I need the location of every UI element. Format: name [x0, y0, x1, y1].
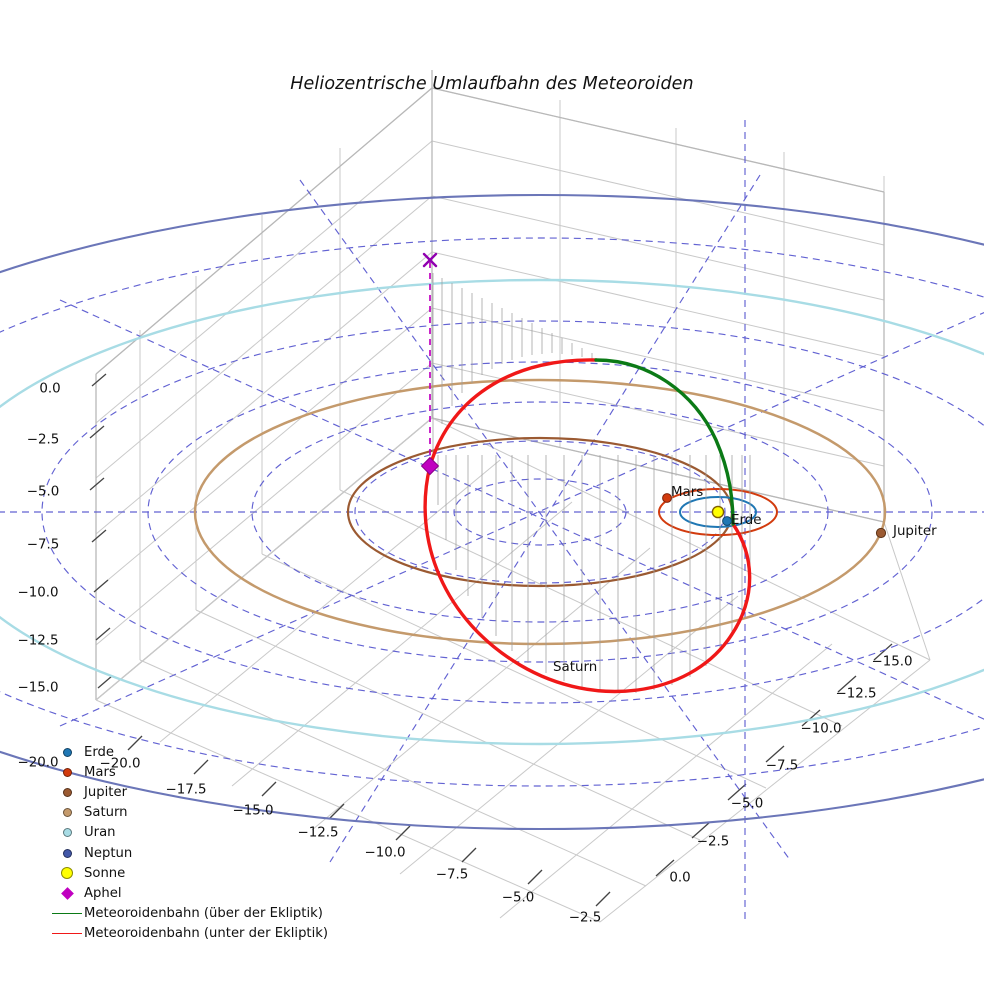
orbit-uran [0, 278, 984, 746]
orbit-erde [679, 496, 757, 528]
legend-item-label: Saturn [84, 805, 128, 821]
mars-label: Mars [671, 485, 704, 500]
x-axis-tick-label: −17.5 [165, 782, 207, 798]
legend-dot-swatch-icon [50, 848, 84, 858]
y-axis-tick-label: −10.0 [800, 721, 842, 737]
circle-icon [62, 808, 72, 818]
y-axis-tick-label: −5.0 [730, 796, 764, 812]
z-axis-tick-label: −2.5 [26, 432, 60, 448]
x-axis-tick-label: −10.0 [364, 845, 406, 861]
jupiter-label: Jupiter [893, 524, 937, 539]
orbit-saturn [193, 378, 887, 646]
x-axis-tick-label: −15.0 [232, 803, 274, 819]
legend-item-mars[interactable]: Mars [50, 762, 350, 782]
legend-item-label: Jupiter [84, 784, 127, 800]
y-axis-ticks [655, 643, 893, 877]
y-axis-tick-label: 0.0 [669, 870, 691, 886]
mars-marker [662, 493, 672, 503]
floor-grid [95, 417, 931, 923]
legend-line-swatch-icon [50, 913, 84, 915]
legend-item-saturn[interactable]: Saturn [50, 803, 350, 823]
y-axis-tick-label: −12.5 [835, 686, 877, 702]
legend-item-label: Sonne [84, 865, 126, 881]
orbit-mars [658, 488, 778, 536]
legend-item-sonne[interactable]: Sonne [50, 863, 350, 883]
z-axis-tick-label: −10.0 [17, 585, 59, 601]
erde-label: Erde [731, 513, 762, 528]
z-axis-ticks [89, 373, 113, 689]
legend-dot-swatch-icon [50, 808, 84, 818]
jupiter-marker [875, 527, 887, 539]
legend-dot-swatch-icon [50, 867, 84, 880]
circle-icon [62, 787, 72, 797]
aphel-top-x-icon [422, 252, 438, 268]
diamond-icon [60, 887, 74, 900]
legend-dot-swatch-icon [50, 767, 84, 777]
plot-title: Heliozentrische Umlaufbahn des Meteoroid… [290, 74, 694, 94]
legend-diamond-swatch-icon [50, 887, 84, 900]
erde-marker [722, 516, 732, 526]
sonne-marker [711, 505, 725, 519]
saturn-label: Saturn [553, 660, 598, 675]
legend-item-aphel[interactable]: Aphel [50, 883, 350, 903]
y-axis-tick-label: −7.5 [765, 758, 799, 774]
legend-dot-swatch-icon [50, 747, 84, 757]
x-axis-tick-label: −12.5 [297, 825, 339, 841]
z-axis-tick-label: −20.0 [17, 755, 59, 771]
x-axis-ticks [127, 735, 611, 907]
z-axis-tick-label: −7.5 [26, 537, 60, 553]
legend-item-jupiter[interactable]: Jupiter [50, 782, 350, 802]
legend-item-label: Mars [84, 764, 116, 780]
circle-icon [61, 867, 73, 880]
x-axis-tick-label: −5.0 [501, 890, 535, 906]
aphel-marker [420, 456, 440, 476]
legend[interactable]: Erde Mars Jupiter Saturn Uran Neptun Sonne Aphe… [50, 742, 350, 944]
legend-item-label: Erde [84, 744, 115, 760]
line-icon [52, 913, 82, 915]
legend-item-erde[interactable]: Erde [50, 742, 350, 762]
x-axis-tick-label: −7.5 [435, 867, 469, 883]
y-axis-tick-label: −15.0 [871, 654, 913, 670]
circle-icon [62, 747, 72, 757]
ecliptic-radial-spokes [0, 120, 984, 920]
legend-item-label: Meteoroidenbahn (unter der Ekliptik) [84, 926, 329, 942]
z-axis-tick-label: 0.0 [39, 381, 61, 397]
line-icon [52, 933, 82, 935]
circle-icon [62, 828, 72, 838]
legend-item-label: Uran [84, 825, 116, 841]
legend-item-neptun[interactable]: Neptun [50, 843, 350, 863]
orbit-stem-lines [432, 273, 751, 693]
meteoroid-orbit-above-ecliptic [594, 358, 735, 526]
legend-item-meteoroidenbahn[interactable]: Meteoroidenbahn (über der Ekliptik) [50, 904, 350, 924]
legend-dot-swatch-icon [50, 787, 84, 797]
circle-icon [62, 767, 72, 777]
z-axis-tick-label: −12.5 [17, 633, 59, 649]
x-axis-tick-label: −20.0 [99, 756, 141, 772]
legend-item-label: Neptun [84, 845, 133, 861]
legend-item-meteoroidenbahn[interactable]: Meteoroidenbahn (unter der Ekliptik) [50, 924, 350, 944]
legend-item-label: Aphel [84, 885, 122, 901]
circle-icon [62, 848, 72, 858]
x-axis-tick-label: −2.5 [568, 910, 602, 926]
legend-dot-swatch-icon [50, 828, 84, 838]
y-axis-tick-label: −2.5 [696, 834, 730, 850]
legend-item-label: Meteoroidenbahn (über der Ekliptik) [84, 906, 323, 922]
meteoroid-orbit-below-ecliptic [423, 358, 752, 694]
z-axis-tick-label: −5.0 [26, 484, 60, 500]
legend-item-uran[interactable]: Uran [50, 823, 350, 843]
z-axis-tick-label: −15.0 [17, 680, 59, 696]
legend-line-swatch-icon [50, 933, 84, 935]
orbit-neptun [0, 194, 984, 830]
